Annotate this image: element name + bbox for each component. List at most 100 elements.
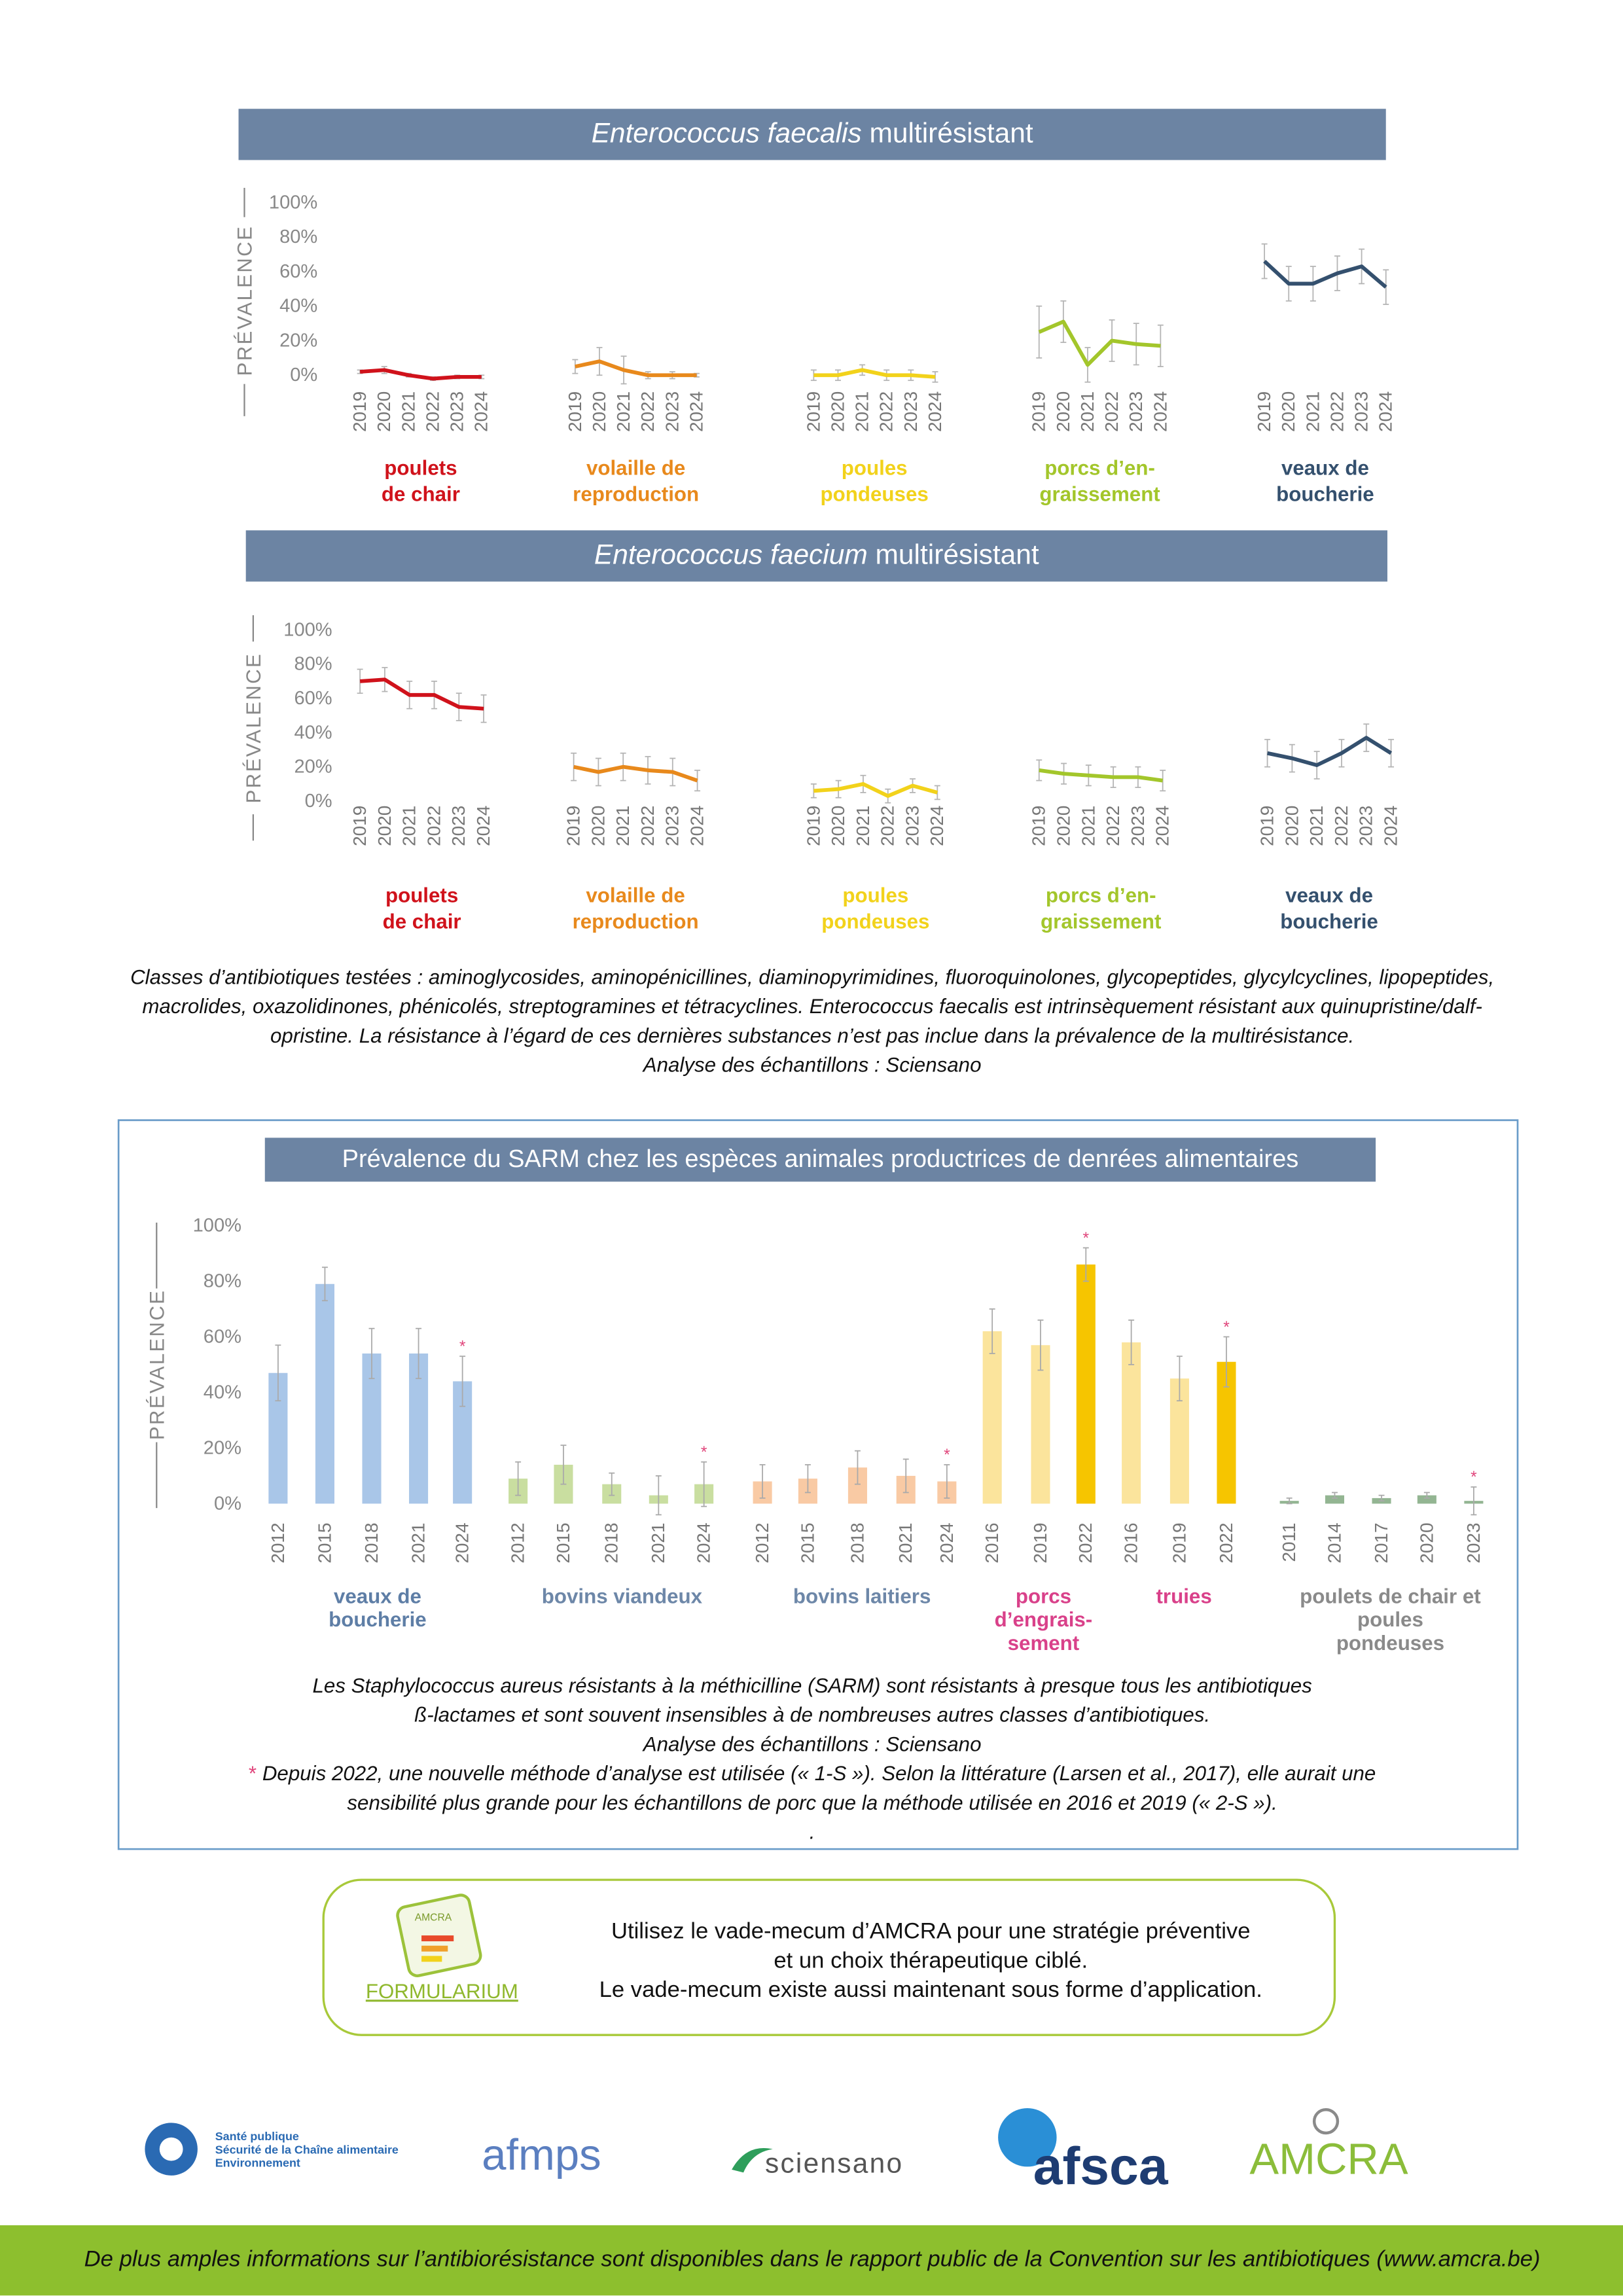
chart-title: Prévalence du SARM chez les espèces anim… [342,1145,1299,1173]
y-tick-label: 0% [305,791,332,812]
series-line [813,368,936,379]
x-tick-label: 2020 [589,391,609,432]
x-tick-label: 2023 [1128,806,1148,846]
x-tick-label: 2021 [398,391,418,432]
group-label: de chair [382,483,460,506]
spf-text: Sécurité de la Chaîne alimentaire [215,2143,399,2156]
x-tick-label: 2024 [927,806,947,846]
y-axis-label: PRÉVALENCE [145,1289,168,1441]
x-tick-label: 2021 [1302,391,1323,432]
x-tick-label: 2012 [508,1522,528,1563]
x-tick-label: 2022 [1101,391,1122,432]
y-tick-label: 60% [279,261,317,282]
y-tick-label: 0% [214,1493,241,1514]
y-tick-label: 80% [279,226,317,247]
x-tick-label: 2023 [1351,391,1372,432]
x-tick-label: 2019 [1029,806,1049,846]
x-tick-label: 2022 [637,391,658,432]
spf-text: Santé publique [215,2130,299,2143]
y-tick-label: 80% [204,1270,241,1291]
y-axis-label: PRÉVALENCE [234,225,257,376]
x-tick-label: 2021 [648,1522,668,1563]
x-tick-label: 2012 [268,1522,288,1563]
x-tick-label: 2024 [687,806,707,846]
chart-title-banner [264,1138,1376,1182]
x-tick-label: 2024 [936,1522,957,1563]
note-asterisk: * [249,1762,257,1785]
group-label: veaux de [334,1585,421,1607]
y-tick-label: 20% [279,330,317,351]
x-tick-label: 2015 [553,1522,573,1563]
chart-title-banner [238,109,1386,160]
group-label: reproduction [573,483,699,506]
x-tick-label: 2012 [752,1522,772,1563]
x-tick-label: 2020 [374,806,395,846]
amcra-mark [1312,2108,1340,2135]
x-tick-label: 2024 [473,806,493,846]
group-label: bovins viandeux [542,1585,703,1607]
afsca-logo: afsca [1033,2137,1169,2196]
y-tick-label: 80% [294,654,332,675]
group-label: pondeuses [821,483,929,506]
x-tick-label: 2023 [447,391,467,432]
y-tick-label: 100% [269,192,317,213]
note-line: . [810,1821,815,1844]
group-label: poulets [385,884,458,906]
series-line [359,368,482,381]
y-tick-label: 60% [204,1326,241,1347]
sciensano-mark [732,2147,773,2173]
bar [1031,1345,1050,1504]
bar [982,1331,1002,1504]
banner-line: Utilisez le vade-mecum d’AMCRA pour une … [611,1919,1251,1944]
x-tick-label: 2011 [1279,1522,1299,1562]
note-line: opristine. La résistance à l’égard de ce… [270,1024,1354,1047]
series-line [359,677,484,711]
series-line [1267,736,1393,767]
x-tick-label: 2016 [982,1522,1002,1563]
series-line [1263,259,1387,289]
x-tick-label: 2019 [1257,806,1277,846]
x-tick-label: 2021 [1078,806,1098,846]
x-tick-label: 2019 [1254,391,1274,432]
x-tick-label: 2019 [803,391,823,432]
asterisk: * [1471,1469,1477,1486]
x-tick-label: 2024 [1152,806,1173,846]
group-label: poules [842,884,908,906]
x-tick-label: 2024 [694,1522,714,1563]
x-tick-label: 2023 [662,806,683,846]
x-tick-label: 2023 [1126,391,1146,432]
x-tick-label: 2023 [662,391,682,432]
bar [1325,1495,1344,1504]
x-tick-label: 2022 [876,391,897,432]
group-label: boucherie [329,1608,427,1631]
y-tick-label: 40% [279,296,317,317]
x-tick-label: 2015 [797,1522,817,1563]
group-label: volaille de [586,884,685,906]
banner-line: et un choix thérapeutique ciblé. [774,1948,1088,1973]
group-label: poules [1357,1608,1423,1631]
spf-logo-center [159,2137,183,2161]
x-tick-label: 2017 [1371,1522,1391,1563]
x-tick-label: 2021 [1306,806,1327,846]
x-tick-label: 2022 [423,806,444,846]
y-tick-label: 40% [204,1382,241,1403]
note-line: macrolides, oxazolidinones, phénicolés, … [142,995,1482,1018]
group-label: poulets [384,456,457,479]
x-tick-label: 2020 [588,806,608,846]
x-tick-label: 2022 [1331,806,1351,846]
x-tick-label: 2021 [895,1522,916,1563]
x-tick-label: 2022 [1103,806,1123,846]
x-tick-label: 2021 [1077,391,1097,432]
series-line [1039,768,1164,783]
x-tick-label: 2023 [902,806,922,846]
group-label: poules [842,456,908,479]
chart-title: Enterococcus faecalis multirésistant [592,118,1033,149]
x-tick-label: 2022 [637,806,658,846]
group-label: graissement [1041,910,1162,933]
x-tick-label: 2021 [853,806,873,846]
x-tick-label: 2014 [1324,1522,1344,1563]
x-tick-label: 2018 [361,1522,382,1563]
group-label: porcs d’en- [1044,456,1155,479]
